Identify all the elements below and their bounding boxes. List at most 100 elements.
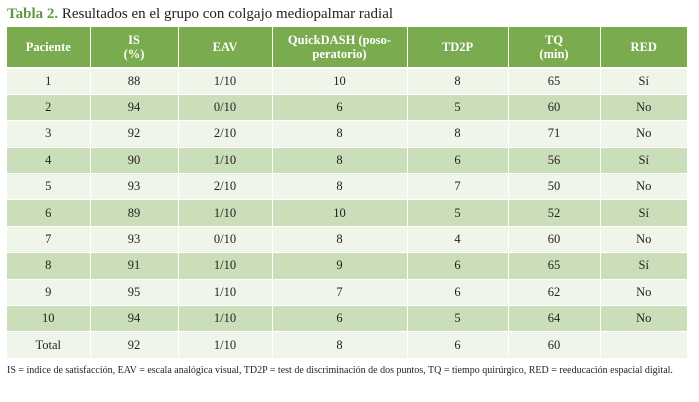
table-cell: 92: [90, 120, 179, 148]
table-cell: 4: [7, 147, 91, 175]
table-cell: 65: [508, 252, 601, 280]
table-cell: 6: [407, 147, 509, 175]
table-cell: 5: [407, 305, 509, 333]
table-cell: 10: [7, 305, 91, 333]
table-row: 2 94 0/10 6 5 60 No: [7, 94, 687, 122]
column-header-line: peratorio): [312, 47, 367, 61]
table-row: 5 93 2/10 8 7 50 No: [7, 173, 687, 201]
column-header: QuickDASH (poso-peratorio): [272, 27, 408, 69]
table-cell: Sí: [600, 199, 687, 227]
table-cell: 60: [508, 331, 601, 359]
table-cell: 7: [272, 279, 408, 307]
table-cell: No: [600, 94, 687, 122]
table-cell: 92: [90, 331, 179, 359]
table-cell: 6: [7, 199, 91, 227]
table-cell: 6: [272, 305, 408, 333]
column-header: TQ (min): [508, 27, 601, 69]
table-cell: 5: [7, 173, 91, 201]
column-header: RED: [600, 27, 687, 69]
column-header: TD2P: [407, 27, 509, 69]
table-cell: 9: [7, 279, 91, 307]
table-cell: 52: [508, 199, 601, 227]
column-header-line: (%): [123, 47, 145, 61]
column-header-line: Paciente: [25, 40, 71, 54]
table-row: 1 88 1/10 10 8 65 Sí: [7, 68, 687, 95]
column-header-line: EAV: [212, 40, 238, 54]
table-body: 1 88 1/10 10 8 65 Sí 2 94 0/10 6 5 60 No 3 92 2/10 8 8 71 No…: [7, 68, 687, 359]
table-cell: Sí: [600, 252, 687, 280]
table-cell: 2/10: [178, 173, 273, 201]
table-cell: 3: [7, 120, 91, 148]
table-cell: 8: [272, 331, 408, 359]
table-cell: 50: [508, 173, 601, 201]
table-row: 8 91 1/10 9 6 65 Sí: [7, 252, 687, 280]
table-cell: 90: [90, 147, 179, 175]
table-cell: 8: [272, 120, 408, 148]
table-cell: 93: [90, 173, 179, 201]
table-footnote: IS = índice de satisfacción, EAV = escal…: [7, 365, 673, 376]
table-cell: 4: [407, 226, 509, 254]
table-cell: 65: [508, 68, 601, 95]
table-cell: 95: [90, 279, 179, 307]
table-cell: 94: [90, 305, 179, 333]
table-cell: 7: [407, 173, 509, 201]
table-row: 7 93 0/10 8 4 60 No: [7, 226, 687, 254]
header-row: Paciente IS (%) EAV QuickDASH (poso-peratori…: [7, 27, 687, 69]
table-cell: 2/10: [178, 120, 273, 148]
table-cell: 60: [508, 226, 601, 254]
table-cell: Sí: [600, 68, 687, 95]
table-cell: No: [600, 279, 687, 307]
column-header-line: TD2P: [441, 40, 474, 54]
table-cell: 1/10: [178, 199, 273, 227]
table-cell: 0/10: [178, 94, 273, 122]
table-cell: 8: [407, 68, 509, 95]
table-cell: Sí: [600, 147, 687, 175]
table-cell: 1/10: [178, 252, 273, 280]
table-cell: No: [600, 305, 687, 333]
table-cell: 1/10: [178, 279, 273, 307]
table-cell: 1: [7, 68, 91, 95]
table-row: 6 89 1/10 10 5 52 Sí: [7, 199, 687, 227]
table-cell: 10: [272, 68, 408, 95]
table-cell: 0/10: [178, 226, 273, 254]
table-cell: No: [600, 226, 687, 254]
table-cell: 60: [508, 94, 601, 122]
table-cell: 8: [272, 173, 408, 201]
column-header-line: TQ: [544, 33, 564, 47]
table-cell: 2: [7, 94, 91, 122]
table-cell: 8: [7, 252, 91, 280]
table-cell: 8: [272, 147, 408, 175]
column-header: IS (%): [90, 27, 179, 69]
table-cell: 8: [407, 120, 509, 148]
table-header: Paciente IS (%) EAV QuickDASH (poso-peratori…: [7, 27, 687, 69]
table-cell: No: [600, 120, 687, 148]
column-header-line: QuickDASH (poso-: [287, 33, 392, 47]
table-cell: [600, 331, 687, 359]
column-header: EAV: [178, 27, 273, 69]
table-cell: Total: [7, 331, 91, 359]
table-title: Tabla 2. Resultados en el grupo con colg…: [7, 4, 393, 24]
column-header: Paciente: [7, 27, 91, 69]
table-cell: 6: [407, 252, 509, 280]
table-cell: 56: [508, 147, 601, 175]
table-cell: No: [600, 173, 687, 201]
table-cell: 64: [508, 305, 601, 333]
table-cell: 5: [407, 199, 509, 227]
table-row: 10 94 1/10 6 5 64 No: [7, 305, 687, 333]
total-row: Total 92 1/10 8 6 60: [7, 331, 687, 359]
table-title-number: Tabla 2.: [7, 6, 59, 22]
table-cell: 93: [90, 226, 179, 254]
table-cell: 6: [407, 331, 509, 359]
table-cell: 94: [90, 94, 179, 122]
table-cell: 6: [407, 279, 509, 307]
table-cell: 1/10: [178, 68, 273, 95]
table-title-text: Resultados en el grupo con colgajo medio…: [58, 6, 394, 22]
table-cell: 7: [7, 226, 91, 254]
table-cell: 62: [508, 279, 601, 307]
table-row: 9 95 1/10 7 6 62 No: [7, 279, 687, 307]
table-cell: 71: [508, 120, 601, 148]
column-header-line: IS: [128, 33, 140, 47]
column-header-line: RED: [630, 40, 657, 54]
table-cell: 88: [90, 68, 179, 95]
